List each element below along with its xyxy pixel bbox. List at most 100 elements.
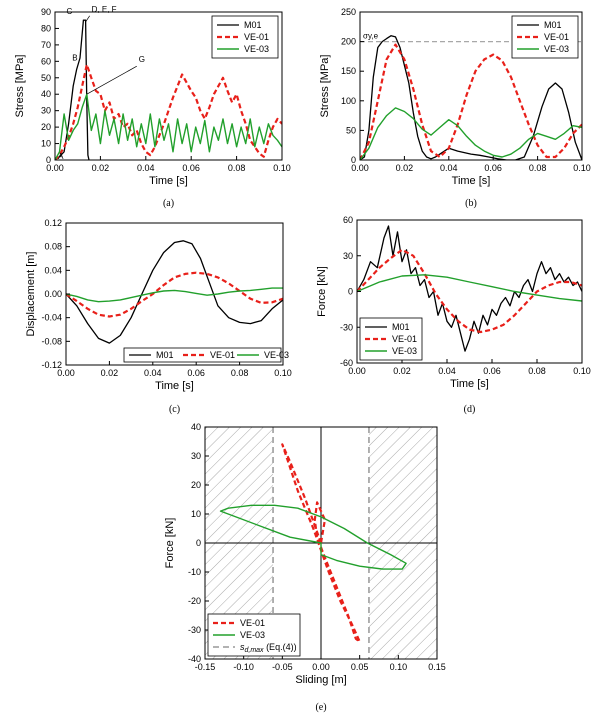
series-line-ve-03 <box>357 274 582 302</box>
legend: M01 VE-01 VE-03 <box>511 15 579 59</box>
x-tick-label: -0.15 <box>195 662 216 672</box>
x-tick-label: 0.08 <box>529 163 547 173</box>
x-tick-label: 0.15 <box>428 662 446 672</box>
x-tick-label: -0.10 <box>233 662 254 672</box>
y-axis-label: Stress [MPa] <box>319 55 331 118</box>
series-line-ve-03 <box>55 93 282 160</box>
x-tick-label: 0.08 <box>528 366 546 376</box>
y-tick-label: 0 <box>196 538 201 548</box>
y-tick-label: 40 <box>41 89 51 99</box>
point-annotation: C <box>67 7 73 16</box>
plot-frame <box>359 11 583 161</box>
legend: M01 VE-01 VE-03 <box>211 15 279 59</box>
point-annotation: D, E, F <box>92 5 117 14</box>
x-tick-label: 0.00 <box>312 662 330 672</box>
y-tick-label: 0 <box>46 155 51 165</box>
x-axis-label: Time [s] <box>452 175 491 187</box>
x-tick-label: 0.10 <box>273 163 291 173</box>
y-tick-label: 0 <box>348 287 353 297</box>
y-tick-label: 0.04 <box>44 265 62 275</box>
y-tick-label: 50 <box>346 125 356 135</box>
y-tick-label: 0.12 <box>44 218 62 228</box>
chart-panel-b: σy,e 0.00 0.02 0.04 0.06 0.08 0.10 0 50 100 150 200… <box>319 7 591 209</box>
x-axis-label: Time [s] <box>155 380 194 392</box>
y-tick-label: 0 <box>351 155 356 165</box>
panel-caption: (e) <box>315 702 326 713</box>
legend: VE-01 VE-03 sd,max (Eq.(4)) <box>207 613 301 657</box>
x-tick-label: 0.04 <box>438 366 456 376</box>
y-tick-label: 10 <box>41 139 51 149</box>
x-tick-label: 0.06 <box>187 368 205 378</box>
y-tick-label: -40 <box>188 654 201 664</box>
legend-label: VE-01 <box>210 350 235 360</box>
legend-label: M01 <box>156 350 174 360</box>
chart-panel-e: -0.15 -0.10 -0.05 0.00 0.05 0.10 0.15 -40 -30 -20… <box>164 422 446 713</box>
x-tick-label: 0.05 <box>351 662 369 672</box>
series-line-ve-03 <box>360 107 582 160</box>
y-tick-label: 30 <box>41 106 51 116</box>
legend-label: VE-03 <box>240 630 265 640</box>
x-tick-label: 0.10 <box>573 366 591 376</box>
plot-frame <box>54 11 283 161</box>
y-tick-label: 40 <box>191 422 201 432</box>
series-line-ve-03 <box>66 287 283 303</box>
legend-label: VE-03 <box>544 44 569 54</box>
y-tick-label: -0.12 <box>41 360 62 370</box>
y-tick-label: 80 <box>41 23 51 33</box>
y-axis-label: Force [kN] <box>316 266 328 317</box>
y-tick-label: -0.08 <box>41 336 62 346</box>
x-tick-label: 0.06 <box>483 366 501 376</box>
chart-panel-c: 0.00 0.02 0.04 0.06 0.08 0.10 -0.12 -0.08 -0.04 0… <box>25 218 292 415</box>
point-annotation: B <box>72 54 77 63</box>
x-tick-label: 0.06 <box>484 163 502 173</box>
y-tick-label: 0.00 <box>44 289 62 299</box>
series-line-ve-01 <box>55 63 282 160</box>
y-tick-label: -30 <box>188 625 201 635</box>
legend: M01 VE-01 VE-03 <box>359 317 423 361</box>
x-tick-label: 0.00 <box>351 163 369 173</box>
y-tick-label: 250 <box>341 7 356 17</box>
x-tick-label: 0.10 <box>274 368 292 378</box>
x-axis-label: Time [s] <box>450 378 489 390</box>
x-tick-label: 0.04 <box>144 368 162 378</box>
series-line-ve-01 <box>360 43 582 160</box>
x-tick-label: 0.04 <box>440 163 458 173</box>
x-tick-label: 0.10 <box>573 163 591 173</box>
yield-stress-label: σy,e <box>363 32 379 41</box>
y-tick-label: 20 <box>41 122 51 132</box>
legend-label: VE-01 <box>240 618 265 628</box>
legend-label: M01 <box>244 20 262 30</box>
x-tick-label: 0.02 <box>396 163 414 173</box>
x-tick-label: 0.08 <box>231 368 249 378</box>
series-line-m01 <box>55 19 90 160</box>
y-tick-label: 20 <box>191 480 201 490</box>
y-tick-label: 90 <box>41 7 51 17</box>
y-axis-label: Stress [MPa] <box>14 55 26 118</box>
legend: M01 VE-01 VE-03 <box>123 347 289 363</box>
y-tick-label: 0.08 <box>44 242 62 252</box>
x-tick-label: 0.02 <box>101 368 119 378</box>
x-tick-label: 0.00 <box>46 163 64 173</box>
series-line-m01 <box>66 240 283 344</box>
legend-label: VE-01 <box>244 32 269 42</box>
panel-caption: (b) <box>465 198 477 209</box>
y-tick-label: 10 <box>191 509 201 519</box>
y-tick-label: 30 <box>191 451 201 461</box>
legend-label: M01 <box>544 20 562 30</box>
y-tick-label: -60 <box>340 358 353 368</box>
y-tick-label: -10 <box>188 567 201 577</box>
y-axis-label: Displacement [m] <box>25 252 37 337</box>
x-tick-label: 0.02 <box>393 366 411 376</box>
legend-label: VE-01 <box>392 334 417 344</box>
legend-label: VE-03 <box>244 44 269 54</box>
legend-label-limit: sd,max (Eq.(4)) <box>240 642 297 654</box>
panel-caption: (c) <box>169 404 180 415</box>
series-line-ve-03 <box>219 504 407 570</box>
y-axis-label: Force [kN] <box>164 518 176 569</box>
y-tick-label: 60 <box>41 56 51 66</box>
legend-label: VE-01 <box>544 32 569 42</box>
panel-caption: (a) <box>163 198 174 209</box>
y-tick-label: -30 <box>340 322 353 332</box>
chart-panel-a: 0.00 0.02 0.04 0.06 0.08 0.10 0 10 20 30 40 50 60 70 8… <box>14 5 291 209</box>
